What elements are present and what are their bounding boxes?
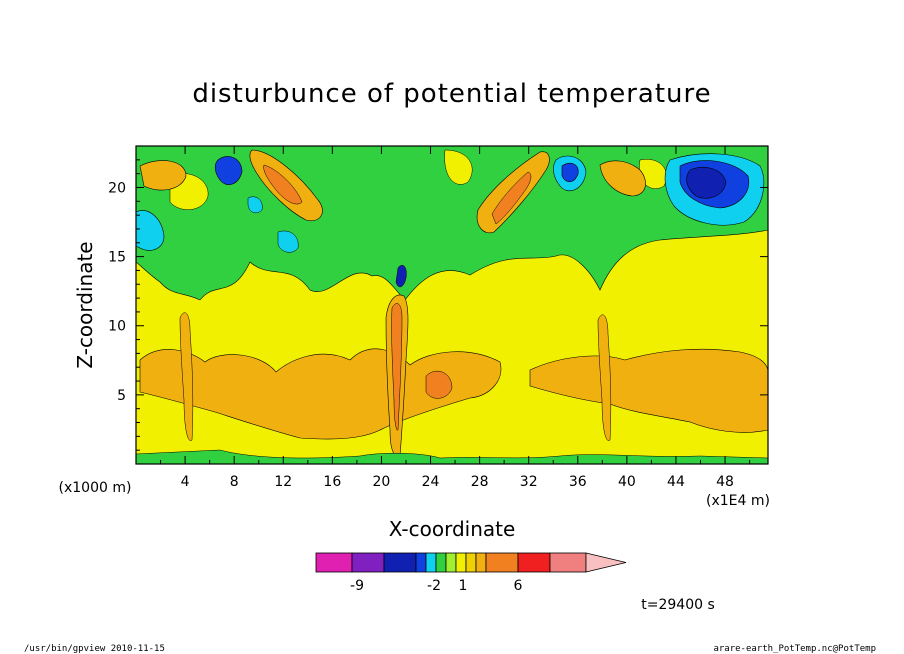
colorbar-swatch xyxy=(435,552,447,573)
x-tick-label: 48 xyxy=(716,474,734,490)
chart-title: disturbunce of potential temperature xyxy=(192,79,711,109)
contour-navy-right xyxy=(686,167,727,199)
y-axis-label: Z-coordinate xyxy=(73,241,97,368)
contour-blue-top2 xyxy=(561,162,579,183)
x-tick-label: 20 xyxy=(373,474,391,490)
colorbar-label: 1 xyxy=(459,578,468,594)
contour-plume-left xyxy=(179,312,194,441)
x-axis-label: X-coordinate xyxy=(389,517,516,541)
x-unit-right: (x1E4 m) xyxy=(706,493,770,509)
contour-field xyxy=(136,146,768,464)
contour-blue-top1 xyxy=(214,156,243,185)
contour-blue-jet xyxy=(395,265,407,288)
x-tick-label: 32 xyxy=(520,474,538,490)
x-tick-label: 16 xyxy=(323,474,341,490)
colorbar-swatch xyxy=(485,552,519,573)
contour-plume-right xyxy=(597,314,612,441)
contour-orange-blob xyxy=(425,370,453,399)
footer-right: arare-earth_PotTemp.nc@PotTemp xyxy=(713,644,876,654)
contour-cyan-left xyxy=(136,210,165,251)
colorbar-swatch xyxy=(415,552,427,573)
colorbar: -9 -2 1 6 xyxy=(315,552,627,594)
x-axis-ticks: 4 8 12 16 20 24 28 32 36 40 44 48 xyxy=(160,146,751,490)
colorbar-label: 6 xyxy=(514,578,523,594)
x-unit-left: (x1000 m) xyxy=(59,480,132,496)
y-tick-label: 15 xyxy=(108,250,126,266)
plot-frame xyxy=(135,145,769,465)
contour-orange-upper-far-left xyxy=(139,160,187,191)
contour-orange-lower xyxy=(139,348,502,440)
x-tick-label: 24 xyxy=(422,474,440,490)
colorbar-swatch xyxy=(465,552,477,573)
contour-red-upper-mid xyxy=(491,171,532,225)
contour-green-bottom xyxy=(136,449,768,464)
colorbar-swatch xyxy=(425,552,437,573)
contour-orange-upper-right xyxy=(599,160,646,197)
contour-cyan-small xyxy=(247,196,299,253)
x-tick-label: 4 xyxy=(181,474,190,490)
y-tick-label: 10 xyxy=(108,319,126,335)
footer-left: /usr/bin/gpview 2010-11-15 xyxy=(24,644,165,654)
y-tick-label: 20 xyxy=(108,180,126,196)
colorbar-swatch xyxy=(517,552,551,573)
contour-plume-center-red xyxy=(391,303,403,431)
colorbar-swatch xyxy=(549,552,587,573)
colorbar-swatch xyxy=(383,552,417,573)
colorbar-swatch xyxy=(475,552,487,573)
y-tick-label: 5 xyxy=(117,388,126,404)
x-tick-label: 8 xyxy=(230,474,239,490)
colorbar-swatch xyxy=(445,552,457,573)
colorbar-arrow xyxy=(585,552,627,573)
y-axis-ticks: 5 10 15 20 xyxy=(108,159,768,451)
time-label: t=29400 s xyxy=(641,597,715,613)
contour-red-upper-left xyxy=(263,164,303,205)
colorbar-label: -9 xyxy=(350,578,364,594)
x-tick-label: 44 xyxy=(667,474,685,490)
colorbar-swatch xyxy=(351,552,385,573)
x-tick-label: 28 xyxy=(471,474,489,490)
x-tick-label: 36 xyxy=(569,474,587,490)
colorbar-label: -2 xyxy=(427,578,441,594)
x-tick-label: 12 xyxy=(274,474,292,490)
colorbar-swatch xyxy=(315,552,353,573)
colorbar-swatch xyxy=(455,552,467,573)
x-tick-label: 40 xyxy=(618,474,636,490)
